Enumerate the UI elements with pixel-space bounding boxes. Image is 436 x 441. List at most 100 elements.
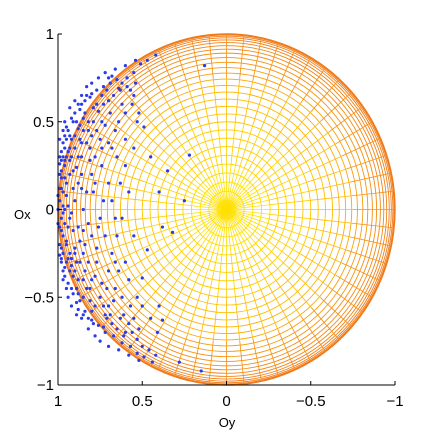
data-point <box>86 221 90 226</box>
data-point <box>95 260 99 264</box>
sphere-spoke <box>226 209 266 228</box>
sphere-spoke <box>350 236 392 247</box>
sphere-spoke <box>213 167 227 210</box>
data-point <box>59 257 63 261</box>
sphere-spoke <box>288 267 321 298</box>
data-point <box>135 351 139 356</box>
data-point <box>68 251 72 255</box>
sphere-spoke <box>226 209 264 232</box>
data-point <box>59 216 63 220</box>
sphere-spoke <box>254 241 284 275</box>
sphere-spoke <box>341 137 381 157</box>
data-point <box>83 269 87 273</box>
data-point <box>149 316 153 320</box>
sphere-spoke <box>226 209 240 252</box>
data-point <box>61 278 65 282</box>
sphere-spoke <box>212 78 219 123</box>
data-point <box>105 88 109 92</box>
data-point <box>59 246 63 250</box>
data-point <box>100 281 104 285</box>
sphere-spoke <box>191 129 210 170</box>
data-point <box>61 128 65 133</box>
data-point <box>115 327 119 331</box>
data-point <box>100 120 104 124</box>
data-point <box>86 128 90 133</box>
data-point <box>170 230 175 234</box>
data-point <box>98 339 102 343</box>
sphere-spoke <box>185 209 227 220</box>
data-point <box>63 265 67 270</box>
data-point <box>66 149 70 154</box>
data-point <box>110 146 114 150</box>
data-point <box>58 155 62 159</box>
data-point <box>120 295 124 299</box>
sphere-spoke <box>226 166 236 210</box>
sphere-spoke <box>113 78 143 112</box>
data-point <box>145 58 149 62</box>
data-point <box>133 58 138 62</box>
data-point <box>128 88 133 92</box>
data-point <box>123 164 127 168</box>
data-point <box>66 225 70 229</box>
sphere-spoke <box>352 222 395 229</box>
data-point <box>108 111 112 115</box>
data-point <box>68 106 72 110</box>
data-point <box>59 176 63 180</box>
sphere-spoke <box>194 179 227 210</box>
data-point <box>86 316 90 320</box>
data-point <box>69 257 74 261</box>
data-point <box>66 204 70 208</box>
x-axis-label: Oy <box>219 415 236 430</box>
sphere-spoke <box>266 182 307 197</box>
data-point <box>59 228 63 233</box>
data-point <box>112 334 116 338</box>
data-point <box>59 158 63 162</box>
data-point <box>69 155 74 159</box>
sphere-spoke <box>294 131 329 159</box>
data-point <box>63 176 67 180</box>
data-point <box>71 228 75 233</box>
sphere-spoke <box>142 213 185 220</box>
data-point <box>66 257 70 261</box>
data-point <box>63 146 67 150</box>
data-point <box>100 164 104 168</box>
data-point <box>79 102 84 106</box>
sphere-spoke <box>102 227 145 238</box>
y-tick-label: 0 <box>46 202 54 219</box>
sphere-spoke <box>288 121 321 152</box>
data-point <box>103 123 107 127</box>
sphere-spoke <box>226 209 259 240</box>
data-point <box>61 234 65 238</box>
sphere-spoke <box>89 106 125 133</box>
data-point <box>98 137 102 141</box>
data-point <box>64 181 69 185</box>
sphere-spoke <box>252 84 266 127</box>
sphere-spoke <box>234 252 245 296</box>
data-point <box>140 276 144 280</box>
sphere-spoke <box>208 340 214 385</box>
data-point <box>74 260 79 264</box>
data-point <box>73 199 77 203</box>
sphere-spoke <box>310 307 340 341</box>
data-point <box>106 269 111 273</box>
data-point <box>100 93 104 98</box>
sphere-spoke <box>184 133 206 172</box>
sphere-spoke <box>226 209 245 250</box>
sphere-spoke <box>208 169 227 210</box>
data-point <box>59 149 63 154</box>
data-point <box>123 260 127 264</box>
data-point <box>79 172 84 176</box>
data-point <box>59 169 63 173</box>
sphere-spoke <box>100 218 143 224</box>
sphere-spoke <box>158 234 193 262</box>
sphere-spoke <box>201 173 227 210</box>
sphere-spoke <box>142 199 185 206</box>
sphere-spoke <box>299 143 337 166</box>
data-point <box>98 295 102 299</box>
data-point <box>85 93 89 98</box>
data-point <box>137 327 141 331</box>
sphere-spoke <box>141 57 164 96</box>
data-point <box>58 243 62 247</box>
data-point <box>90 234 94 238</box>
data-point <box>73 251 77 255</box>
